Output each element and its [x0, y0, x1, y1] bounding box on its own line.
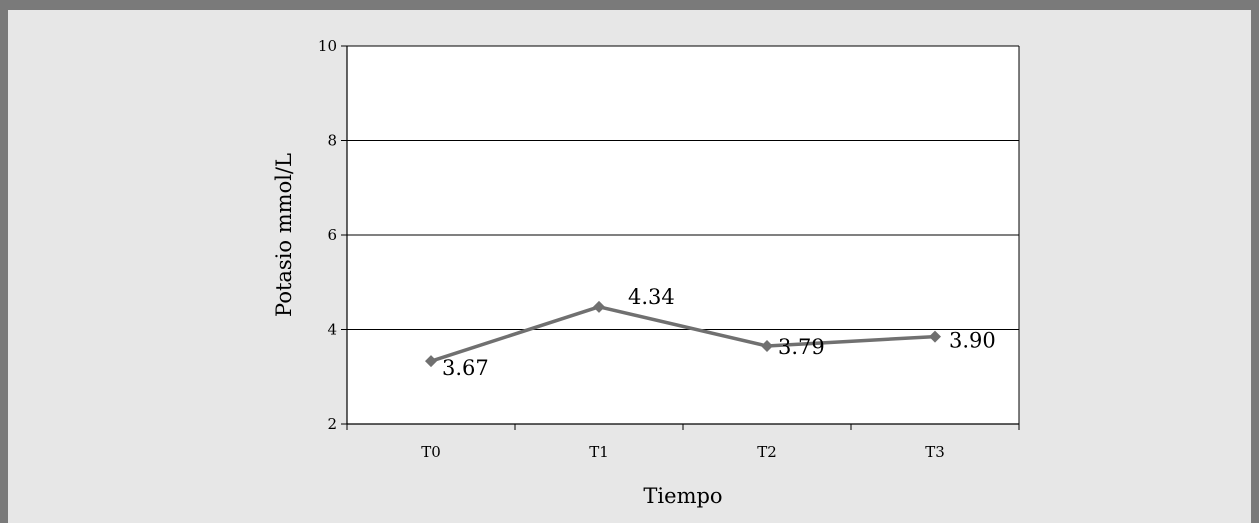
data-point-marker — [761, 340, 773, 353]
data-point-marker — [593, 300, 605, 313]
x-tick-label: T3 — [925, 443, 945, 461]
data-label: 4.34 — [628, 285, 675, 309]
y-tick-label: 6 — [327, 226, 337, 244]
series-line — [430, 305, 936, 363]
x-axis-title: Tiempo — [643, 484, 722, 508]
x-axis-ticks: T0 T1 T2 T3 — [346, 424, 1020, 461]
gridlines — [347, 140, 1019, 330]
x-tick-label: T1 — [589, 443, 609, 461]
data-label: 3.79 — [778, 335, 825, 359]
data-labels: 3.67 4.34 3.79 3.90 — [442, 285, 996, 380]
y-axis-title: Potasio mmol/L — [272, 153, 296, 317]
data-point-marker — [929, 330, 941, 343]
x-tick-label: T0 — [421, 443, 441, 461]
y-tick-label: 4 — [327, 321, 337, 339]
y-tick-label: 8 — [327, 132, 337, 150]
y-axis-ticks: 2 4 6 8 10 — [318, 37, 347, 433]
data-point-marker — [425, 355, 437, 368]
series-group — [425, 300, 941, 368]
x-tick-label: T2 — [757, 443, 777, 461]
data-label: 3.67 — [442, 356, 489, 380]
y-tick-label: 2 — [327, 415, 337, 433]
y-tick-label: 10 — [318, 37, 337, 55]
data-label: 3.90 — [949, 329, 996, 353]
